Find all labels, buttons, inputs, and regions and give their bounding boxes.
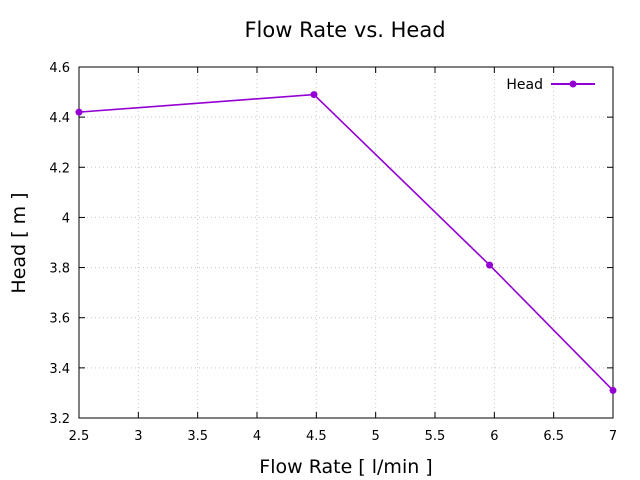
x-tick-label: 5.5 (425, 429, 446, 444)
y-axis-label: Head [ m ] (8, 192, 30, 293)
x-tick-label: 5 (372, 429, 380, 444)
x-tick-label: 3 (134, 429, 142, 444)
grid (79, 67, 613, 418)
ticks: 2.5 3 3.5 4 4.5 5 5.5 6 6.5 7 3.2 3.4 3.6 3.8 4 4.2 4.4 4… (49, 61, 617, 444)
y-tick-label: 3.2 (49, 412, 70, 427)
data-point (75, 108, 83, 116)
y-tick-label: 4.2 (49, 161, 70, 176)
data-point (609, 386, 617, 394)
chart-title: Flow Rate vs. Head (244, 18, 445, 42)
x-tick-label: 6 (490, 429, 498, 444)
x-tick-label: 2.5 (69, 429, 90, 444)
legend-marker (569, 80, 577, 88)
legend: Head (506, 77, 595, 93)
x-tick-label: 4.5 (306, 429, 327, 444)
x-axis-label: Flow Rate [ l/min ] (259, 456, 432, 478)
plot-frame (78, 66, 614, 419)
x-tick-label: 4 (253, 429, 261, 444)
x-tick-label: 7 (609, 429, 617, 444)
y-tick-label: 4 (62, 211, 70, 226)
data-point (486, 261, 494, 269)
y-tick-label: 4.6 (49, 61, 70, 76)
series-line-head (78, 93, 614, 391)
data-point (310, 91, 318, 99)
y-tick-label: 3.4 (49, 362, 70, 377)
x-tick-label: 6.5 (543, 429, 564, 444)
x-tick-label: 3.5 (187, 429, 208, 444)
legend-label: Head (506, 77, 543, 93)
series (75, 91, 617, 394)
y-tick-label: 4.4 (49, 111, 70, 126)
y-tick-label: 3.8 (49, 262, 70, 277)
y-tick-label: 3.6 (49, 312, 70, 327)
